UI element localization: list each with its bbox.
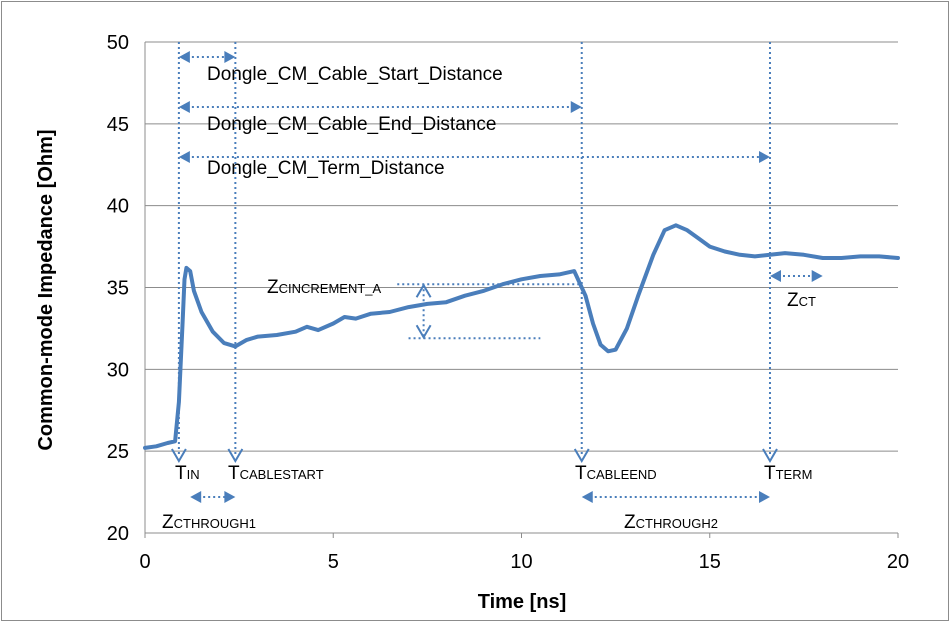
z-ct-label: ZCT — [787, 290, 816, 311]
x-tick-label: 5 — [328, 551, 339, 573]
t-cableend-label: TCABLEEND — [575, 463, 657, 484]
t-in-label: TIN — [175, 463, 200, 484]
end-distance-arrow-right-head — [570, 101, 582, 113]
series-layer — [143, 223, 900, 450]
tick-labels: 20 25 30 35 40 45 50 0 5 10 15 20 — [107, 32, 909, 573]
end-distance-label: Dongle_CM_Cable_End_Distance — [207, 114, 496, 135]
impedance-series-line-0 — [143, 223, 900, 450]
z-through2-arrow-left-head — [581, 491, 593, 503]
annotation-lines — [171, 42, 823, 503]
increment-up-arrow — [415, 283, 432, 298]
term-distance-arrow-right-head — [758, 151, 770, 163]
term-distance-arrow-left-head — [178, 151, 190, 163]
y-tick-label: 40 — [107, 196, 129, 218]
start-distance-label: Dongle_CM_Cable_Start_Distance — [207, 64, 503, 85]
y-tick-label: 50 — [107, 32, 129, 54]
y-tick-label: 35 — [107, 278, 129, 300]
x-tick-label: 20 — [887, 551, 909, 573]
start-distance-arrow-right-head — [224, 51, 236, 63]
z-through1-label: ZCTHROUGH1 — [162, 512, 256, 533]
y-axis-title: Common-mode Impedance [Ohm] — [35, 129, 57, 450]
increment-down-arrow — [415, 324, 432, 340]
z-through2-label: ZCTHROUGH2 — [624, 512, 718, 533]
z-ct-arrow-right-head — [811, 270, 823, 282]
y-tick-label: 20 — [107, 523, 129, 545]
z-through1-arrow-right-head — [224, 491, 236, 503]
t-term-label: TTERM — [764, 463, 812, 484]
z-increment-label: ZCINCREMENT_A — [267, 277, 382, 298]
x-tick-label: 15 — [699, 551, 721, 573]
y-tick-label: 25 — [107, 441, 129, 463]
z-through2-arrow-right-head — [758, 491, 770, 503]
x-tick-label: 0 — [139, 551, 150, 573]
y-tick-label: 45 — [107, 114, 129, 136]
t-in-marker-line-arrow — [171, 448, 187, 463]
t-cablestart-label: TCABLESTART — [228, 463, 324, 484]
grid-lines — [144, 41, 899, 538]
t-term-marker-line-arrow — [762, 448, 778, 463]
t-cablestart-marker-line-arrow — [227, 448, 244, 463]
x-axis-title: Time [ns] — [478, 591, 567, 613]
end-distance-arrow-left-head — [178, 101, 190, 113]
start-distance-arrow-left-head — [178, 51, 190, 63]
term-distance-label: Dongle_CM_Term_Distance — [207, 158, 445, 179]
x-tick-label: 10 — [510, 551, 532, 573]
z-through1-arrow-left-head — [190, 491, 202, 503]
y-tick-label: 30 — [107, 359, 129, 381]
t-cableend-marker-line-arrow — [573, 448, 590, 463]
z-ct-arrow-left-head — [769, 270, 781, 282]
